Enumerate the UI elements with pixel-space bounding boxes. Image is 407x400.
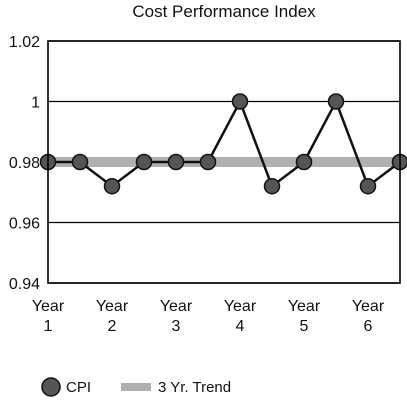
y-tick-label: 1 [31,95,40,112]
y-tick-label: 0.98 [9,155,40,172]
y-tick-label: 0.94 [9,276,40,293]
x-tick-label-bottom: 4 [236,318,245,335]
trend-band [48,157,400,167]
legend-trend-label: 3 Yr. Trend [158,379,231,396]
cpi-point [103,177,121,195]
trend-band-rect [48,157,400,167]
chart-title: Cost Performance Index [132,2,316,21]
x-tick-label-bottom: 5 [300,318,309,335]
x-tick-label-bottom: 1 [44,318,53,335]
cpi-line [48,98,401,189]
cpi-point [359,177,377,195]
x-tick-label-top: Year [288,298,321,315]
legend: CPI 3 Yr. Trend [41,377,231,397]
cpi-point [135,153,153,171]
legend-trend-swatch [121,383,151,391]
plot-frame [47,40,401,284]
cpi-point [295,153,313,171]
legend-cpi-label: CPI [66,379,91,396]
cpi-point [327,93,345,110]
x-tick-label-top: Year [160,298,193,315]
y-axis-labels: 1.02 1 0.98 0.96 0.94 [9,34,40,293]
cpi-point [263,177,281,195]
x-tick-label-bottom: 2 [108,318,117,335]
x-axis-labels: Year 1 Year 2 Year 3 Year 4 Year 5 Year 6 [32,298,385,335]
cpi-series [39,93,407,195]
cpi-point [71,153,89,171]
cpi-point [167,153,185,171]
x-tick-label-top: Year [224,298,257,315]
y-tick-label: 0.96 [9,216,40,233]
x-tick-label-top: Year [96,298,129,315]
x-tick-label-top: Year [352,298,385,315]
cpi-point [231,93,249,110]
x-tick-label-bottom: 3 [172,318,181,335]
x-tick-label-top: Year [32,298,65,315]
cpi-point [199,153,217,171]
legend-cpi-marker [41,377,61,397]
y-tick-label: 1.02 [9,34,40,51]
x-tick-label-bottom: 6 [364,318,373,335]
